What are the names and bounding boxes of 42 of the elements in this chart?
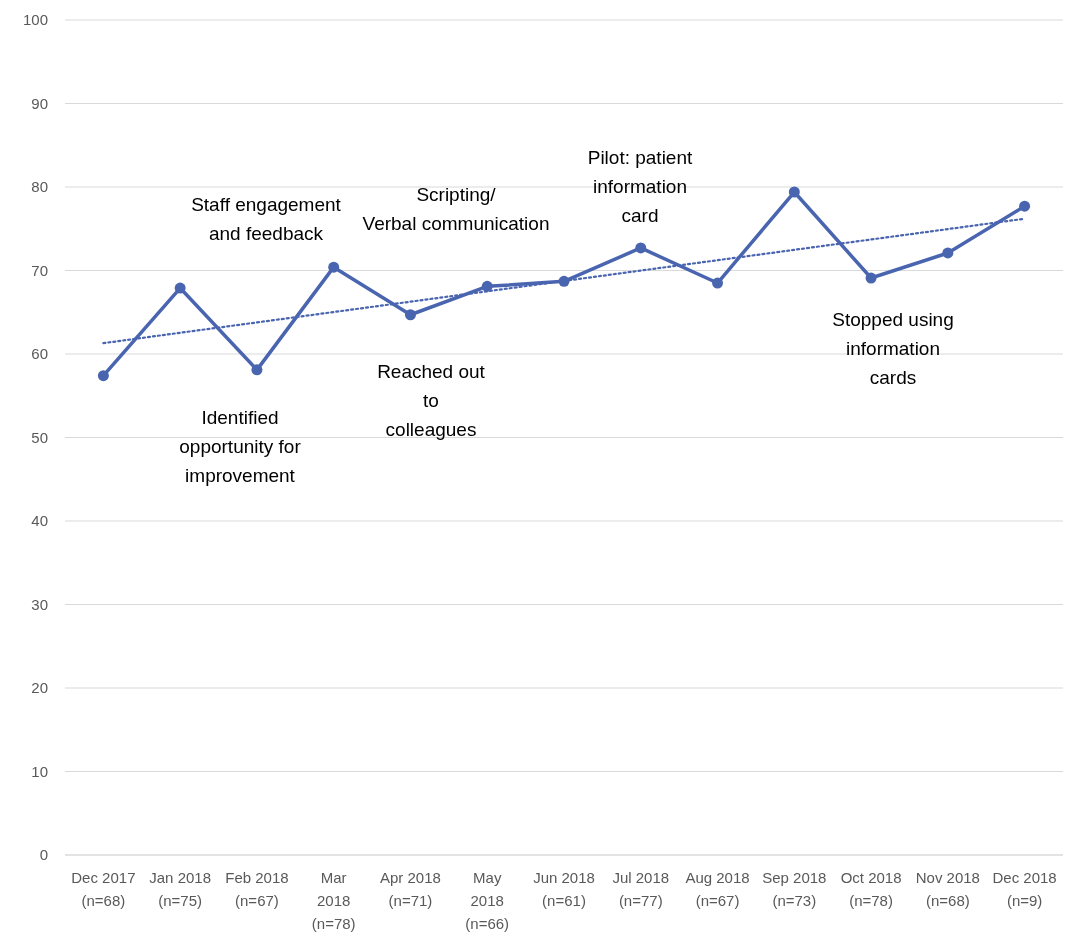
point bbox=[635, 242, 647, 254]
x-tick-label: Jun 2018 (n=61) bbox=[533, 869, 595, 909]
point bbox=[97, 370, 109, 382]
y-tick-label: 100 bbox=[22, 11, 48, 29]
point bbox=[481, 280, 493, 292]
x-tick-label: Dec 2017 (n=68) bbox=[71, 869, 136, 909]
y-tick-label: 10 bbox=[31, 762, 48, 780]
x-tick-label: Sep 2018 (n=73) bbox=[762, 869, 827, 909]
point bbox=[328, 261, 340, 273]
y-tick-label: 50 bbox=[31, 428, 48, 446]
annotation: Reached out to colleagues bbox=[377, 361, 486, 440]
y-tick-label: 0 bbox=[39, 846, 48, 864]
x-tick-label: May 2018 (n=66) bbox=[465, 869, 510, 932]
point bbox=[788, 186, 800, 198]
y-tick-label: 90 bbox=[31, 94, 48, 112]
annotation: Pilot: patient information card bbox=[587, 147, 693, 226]
x-tick-label: Aug 2018 (n=67) bbox=[685, 869, 750, 909]
point bbox=[174, 282, 186, 294]
y-tick-label: 30 bbox=[31, 595, 48, 613]
annotation: Scripting/ Verbal communication bbox=[362, 184, 550, 234]
x-tick-label: Nov 2018 (n=68) bbox=[915, 869, 980, 909]
y-tick-label: 20 bbox=[31, 679, 48, 697]
x-tick-label: Mar 2018 (n=78) bbox=[311, 869, 356, 932]
x-tick-label: Dec 2018 (n=9) bbox=[992, 869, 1057, 909]
annotation: Staff engagement and feedback bbox=[191, 194, 342, 244]
x-tick-label: Jul 2018 (n=77) bbox=[612, 869, 670, 909]
point bbox=[404, 309, 416, 321]
x-tick-label: Jan 2018 (n=75) bbox=[149, 869, 212, 909]
point bbox=[942, 247, 954, 259]
annotation: Identified opportunity for improvement bbox=[179, 407, 302, 486]
y-tick-label: 60 bbox=[31, 345, 48, 363]
y-tick-label: 80 bbox=[31, 178, 48, 196]
x-tick-label: Feb 2018 (n=67) bbox=[225, 869, 289, 909]
point bbox=[865, 272, 877, 284]
y-tick-label: 70 bbox=[31, 261, 48, 279]
point bbox=[712, 277, 724, 289]
x-tick-label: Oct 2018 (n=78) bbox=[840, 869, 902, 909]
annotation: Stopped using information cards bbox=[832, 309, 954, 388]
x-tick-label: Apr 2018 (n=71) bbox=[380, 869, 441, 909]
y-tick-label: 40 bbox=[31, 512, 48, 530]
point bbox=[251, 364, 263, 376]
point bbox=[1019, 200, 1031, 212]
